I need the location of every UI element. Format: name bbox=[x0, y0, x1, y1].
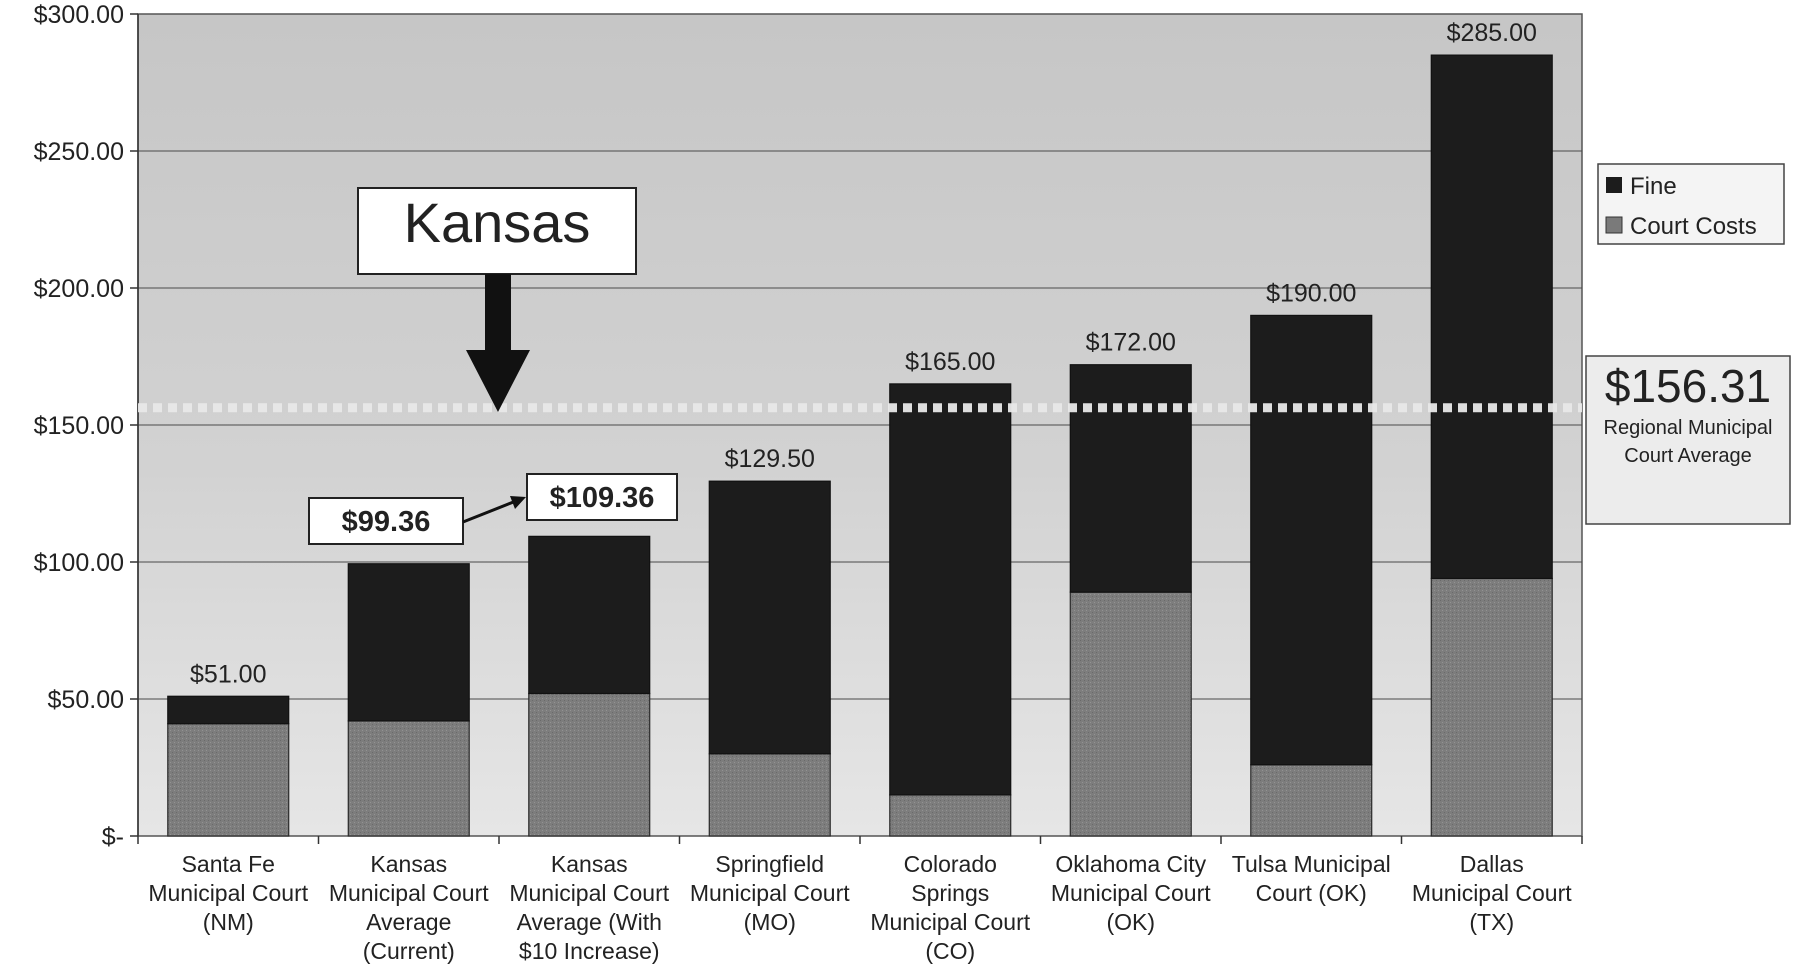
kansas-arrow-head bbox=[466, 350, 530, 412]
category-label: Colorado Springs Municipal Court (CO) bbox=[870, 851, 1030, 964]
y-tick-label: $250.00 bbox=[34, 138, 124, 166]
legend-label-court-costs: Court Costs bbox=[1630, 213, 1757, 240]
bar-court-costs bbox=[708, 753, 831, 837]
bars bbox=[167, 54, 1553, 837]
regional-average-box bbox=[1585, 355, 1791, 525]
increased-value-callout: $109.36 bbox=[526, 473, 678, 521]
bar-court-costs bbox=[347, 720, 470, 837]
bar-fine bbox=[528, 535, 651, 695]
y-tick-label: $150.00 bbox=[34, 412, 124, 440]
bar-court-costs bbox=[167, 723, 290, 837]
legend: Fine Court Costs bbox=[1597, 163, 1785, 245]
bar-total-label: $51.00 bbox=[190, 660, 266, 688]
bar-total-label: $172.00 bbox=[1086, 329, 1176, 357]
bar-total-label: $165.00 bbox=[905, 348, 995, 376]
y-tick-label: $200.00 bbox=[34, 275, 124, 303]
bar-total-label: $285.00 bbox=[1447, 19, 1537, 47]
kansas-callout: Kansas bbox=[357, 187, 637, 412]
bar-fine bbox=[1069, 364, 1192, 593]
bar-court-costs bbox=[528, 692, 651, 837]
bar-fine bbox=[167, 695, 290, 725]
category-label: Kansas Municipal Court Average (Current) bbox=[329, 851, 489, 964]
x-axis-labels: Santa Fe Municipal Court (NM)Kansas Municip… bbox=[148, 851, 1572, 964]
current-value-text: $99.36 bbox=[342, 506, 431, 538]
regional-average-label-line1: Regional Municipal bbox=[1604, 417, 1773, 439]
legend-box bbox=[1597, 163, 1785, 245]
increased-value-text: $109.36 bbox=[550, 482, 655, 514]
bar-court-costs bbox=[889, 794, 1012, 837]
category-label: Tulsa Municipal Court (OK) bbox=[1232, 851, 1391, 906]
y-tick-label: $50.00 bbox=[48, 686, 124, 714]
y-axis: $- $50.00 $100.00 $150.00 $200.00 $250.00 $300… bbox=[34, 1, 1583, 851]
total-labels: $51.00 $129.50 $165.00 $172.00 $190.00 $285.0… bbox=[190, 19, 1537, 688]
category-label: Springfield Municipal Court (MO) bbox=[690, 851, 850, 935]
category-label: Kansas Municipal Court Average (With $10 In… bbox=[509, 851, 669, 964]
regional-average-callout: $156.31 Regional Municipal Court Average bbox=[1585, 355, 1791, 525]
current-value-box bbox=[308, 497, 464, 545]
bar-fine bbox=[347, 563, 470, 722]
y-tick-label: $- bbox=[102, 823, 124, 851]
regional-average-label-line2: Court Average bbox=[1624, 445, 1752, 467]
kansas-arrow-shaft bbox=[485, 274, 511, 352]
legend-swatch-fine bbox=[1606, 177, 1622, 193]
bar-court-costs bbox=[1250, 764, 1373, 837]
category-label: Dallas Municipal Court (TX) bbox=[1412, 851, 1572, 935]
kansas-callout-text: Kansas bbox=[404, 191, 591, 254]
bar-court-costs bbox=[1069, 591, 1192, 837]
legend-label-fine: Fine bbox=[1630, 173, 1677, 200]
category-label: Santa Fe Municipal Court (NM) bbox=[148, 851, 308, 935]
bar-court-costs bbox=[1430, 577, 1553, 837]
bar-fine bbox=[1430, 54, 1553, 580]
bar-fine bbox=[1250, 314, 1373, 766]
bar-total-label: $190.00 bbox=[1266, 279, 1356, 307]
increased-value-box bbox=[526, 473, 678, 521]
bar-fine bbox=[708, 480, 831, 755]
bar-total-label: $129.50 bbox=[725, 445, 815, 473]
regional-average-value: $156.31 bbox=[1605, 360, 1771, 412]
category-label: Oklahoma City Municipal Court (OK) bbox=[1051, 851, 1211, 935]
y-tick-label: $100.00 bbox=[34, 549, 124, 577]
current-value-callout: $99.36 bbox=[308, 497, 464, 545]
bar-fine bbox=[889, 383, 1012, 796]
increase-arrow bbox=[462, 496, 526, 524]
legend-swatch-court-costs bbox=[1605, 216, 1623, 234]
y-tick-label: $300.00 bbox=[34, 1, 124, 29]
